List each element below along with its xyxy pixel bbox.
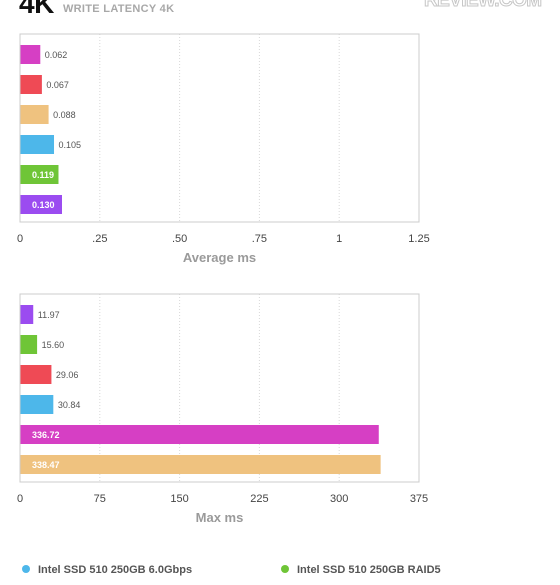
plot-frame [19, 293, 420, 483]
data-label: 336.72 [32, 430, 60, 440]
chart-header: 4K WRITE LATENCY 4K REVIEW.COM [0, 0, 560, 19]
legend-swatch [281, 565, 289, 573]
bar [20, 135, 55, 154]
legend-swatch [22, 565, 30, 573]
tick-label: 300 [330, 493, 348, 505]
data-label: 0.105 [59, 140, 82, 150]
tick-label: .75 [252, 233, 267, 245]
tick-label: .25 [92, 233, 107, 245]
data-label: 0.119 [32, 170, 54, 180]
bar [20, 165, 59, 184]
tick-label: 0 [17, 233, 23, 245]
plot-frame [19, 33, 420, 223]
axis-label: Average ms [183, 250, 256, 265]
data-label: 0.130 [32, 200, 55, 210]
legend-item: Intel SSD 510 250GB RAID5 [281, 564, 441, 576]
tick-label: 1 [336, 233, 342, 245]
gridlines [19, 294, 420, 482]
tick-label: 0 [17, 493, 23, 505]
bar [20, 305, 34, 324]
tick-label: 150 [170, 493, 188, 505]
bar [20, 105, 49, 124]
bar [20, 195, 62, 214]
average-latency-chart: 0.062 0.067 0.088 0.105 0.119 0.130 0 .25 .50 .75… [17, 33, 430, 265]
gridlines [19, 34, 420, 222]
data-label: 29.06 [56, 370, 79, 380]
bar [20, 75, 42, 94]
max-latency-chart: 11.97 15.60 29.06 30.84 336.72 338.47 0 75 150 22… [17, 293, 428, 525]
tick-label: 375 [410, 493, 428, 505]
bar [20, 425, 379, 444]
tick-label: .50 [172, 233, 187, 245]
site-logo: REVIEW.COM [424, 0, 543, 12]
tick-label: 75 [94, 493, 106, 505]
data-label: 0.067 [46, 80, 69, 90]
bar [20, 45, 41, 64]
tick-label: 225 [250, 493, 268, 505]
block-size-label: 4K [19, 0, 54, 19]
data-label: 15.60 [42, 340, 65, 350]
legend-label: Intel SSD 510 250GB RAID5 [297, 564, 441, 576]
chart-subtitle: WRITE LATENCY 4K [63, 3, 175, 15]
data-label: 30.84 [58, 400, 81, 410]
data-label: 0.062 [45, 50, 68, 60]
data-label: 338.47 [32, 460, 60, 470]
bar [20, 365, 52, 384]
legend: Intel SSD 510 250GB 6.0Gbps Intel SSD 51… [0, 560, 560, 585]
bar [20, 395, 54, 414]
legend-item: Intel SSD 510 250GB 6.0Gbps [22, 564, 192, 576]
data-label: 11.97 [38, 310, 60, 320]
axis-label: Max ms [196, 510, 244, 525]
data-label: 0.088 [53, 110, 76, 120]
legend-label: Intel SSD 510 250GB 6.0Gbps [38, 564, 193, 576]
bar [20, 335, 38, 354]
tick-label: 1.25 [408, 233, 429, 245]
bar [20, 455, 381, 474]
